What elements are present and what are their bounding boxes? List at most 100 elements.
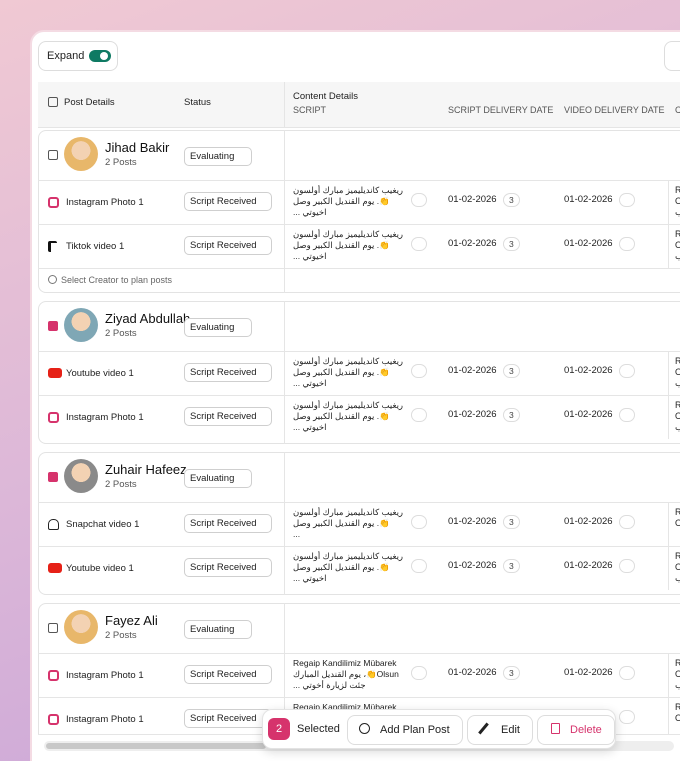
status-dropdown[interactable]: Script Received: [184, 407, 272, 426]
comment-icon[interactable]: [619, 408, 635, 422]
creator-group: [38, 452, 680, 595]
script-line: جئت لزيارة أخوتي ...: [293, 680, 366, 690]
status-dropdown[interactable]: Script Received: [184, 236, 272, 255]
next-col-text: O: [675, 562, 680, 572]
divider: [284, 603, 285, 746]
script-line: 👏. يوم القنديل الكبير وصل: [293, 562, 390, 572]
video-date: 01-02-2026: [564, 409, 613, 420]
comment-count[interactable]: 3: [503, 193, 520, 207]
delete-button[interactable]: Delete: [537, 715, 615, 745]
row-divider: [38, 546, 680, 547]
next-col-text: ب: [675, 378, 680, 388]
checkbox[interactable]: [48, 97, 58, 107]
status-dropdown[interactable]: Evaluating: [184, 147, 252, 166]
script-line: اخيوتي ...: [293, 207, 327, 217]
comment-icon[interactable]: [411, 559, 427, 573]
checkbox[interactable]: [48, 623, 58, 633]
script-line: 👏. يوم القنديل الكبير وصل: [293, 518, 390, 528]
creator-group: [38, 301, 680, 444]
script-date: 01-02-2026: [448, 409, 497, 420]
comment-icon[interactable]: [411, 237, 427, 251]
status-dropdown[interactable]: Script Received: [184, 558, 272, 577]
comment-icon[interactable]: [619, 364, 635, 378]
header-cell: Status: [184, 97, 211, 108]
comment-icon[interactable]: [619, 515, 635, 529]
comment-icon[interactable]: [619, 666, 635, 680]
video-date: 01-02-2026: [564, 667, 613, 678]
post-title: Tiktok video 1: [66, 241, 125, 252]
comment-icon[interactable]: [411, 408, 427, 422]
script-line: ريغيب كانديليميز مبارك أولسون: [293, 507, 404, 517]
comment-icon[interactable]: [619, 237, 635, 251]
toolbar-button[interactable]: [664, 41, 680, 71]
next-col-text: ب: [675, 680, 680, 690]
row-divider: [38, 653, 680, 654]
script-line: 👏. يوم القنديل الكبير وصل: [293, 411, 390, 421]
row-divider: [38, 268, 680, 269]
divider: [668, 653, 669, 697]
comment-icon[interactable]: [411, 666, 427, 680]
trash-icon: [551, 723, 560, 734]
comment-count[interactable]: 3: [503, 364, 520, 378]
status-dropdown[interactable]: Script Received: [184, 709, 272, 728]
selected-count: 2: [268, 718, 290, 740]
row-divider: [38, 395, 680, 396]
scrollbar-thumb[interactable]: [46, 743, 266, 749]
video-date: 01-02-2026: [564, 194, 613, 205]
post-title: Instagram Photo 1: [66, 714, 144, 725]
creator-name: Zuhair Hafeez: [105, 462, 187, 477]
script-line: ريغيب كانديليميز مبارك أولسون: [293, 185, 404, 195]
status-dropdown[interactable]: Evaluating: [184, 318, 252, 337]
add-plan-post-button[interactable]: Add Plan Post: [347, 715, 463, 745]
video-date: 01-02-2026: [564, 560, 613, 571]
snapchat-icon: [48, 519, 59, 530]
checkbox[interactable]: [48, 321, 58, 331]
script-line: ريغيب كانديليميز مبارك أولسون: [293, 229, 404, 239]
avatar: [64, 610, 98, 644]
comment-icon[interactable]: [411, 193, 427, 207]
post-count: 2 Posts: [105, 157, 137, 168]
status-dropdown[interactable]: Script Received: [184, 665, 272, 684]
note: Select Creator to plan posts: [61, 275, 173, 285]
status-dropdown[interactable]: Script Received: [184, 192, 272, 211]
comment-icon[interactable]: [411, 364, 427, 378]
status-dropdown[interactable]: Evaluating: [184, 620, 252, 639]
comment-count[interactable]: 3: [503, 666, 520, 680]
comment-count[interactable]: 3: [503, 408, 520, 422]
status-dropdown[interactable]: Evaluating: [184, 469, 252, 488]
avatar: [64, 308, 98, 342]
comment-icon[interactable]: [619, 710, 635, 724]
script-line: اخيوتي ...: [293, 573, 327, 583]
script-line: Regaip Kandilimiz Mübarek: [293, 658, 397, 668]
script-date: 01-02-2026: [448, 365, 497, 376]
next-col-text: R: [675, 400, 680, 410]
video-date: 01-02-2026: [564, 238, 613, 249]
row-divider: [38, 180, 680, 181]
checkbox[interactable]: [48, 150, 58, 160]
checkbox[interactable]: [48, 472, 58, 482]
status-dropdown[interactable]: Script Received: [184, 363, 272, 382]
script-line: اخيوتي ...: [293, 422, 327, 432]
row-divider: [38, 351, 680, 352]
instagram-icon: [48, 670, 59, 681]
comment-count[interactable]: 3: [503, 237, 520, 251]
comment-icon[interactable]: [411, 515, 427, 529]
post-title: Youtube video 1: [66, 563, 134, 574]
next-col-text: O: [675, 367, 680, 377]
comment-icon[interactable]: [619, 559, 635, 573]
youtube-icon: [48, 368, 62, 378]
divider: [284, 452, 285, 595]
post-title: Snapchat video 1: [66, 519, 140, 530]
avatar: [64, 137, 98, 171]
comment-count[interactable]: 3: [503, 559, 520, 573]
edit-button[interactable]: Edit: [467, 715, 533, 745]
post-count: 2 Posts: [105, 328, 137, 339]
youtube-icon: [48, 563, 62, 573]
row-divider: [38, 697, 680, 698]
comment-icon[interactable]: [619, 193, 635, 207]
script-date: 01-02-2026: [448, 238, 497, 249]
next-col-text: O: [675, 713, 680, 723]
comment-count[interactable]: 3: [503, 515, 520, 529]
status-dropdown[interactable]: Script Received: [184, 514, 272, 533]
selected-label: Selected: [297, 723, 340, 735]
